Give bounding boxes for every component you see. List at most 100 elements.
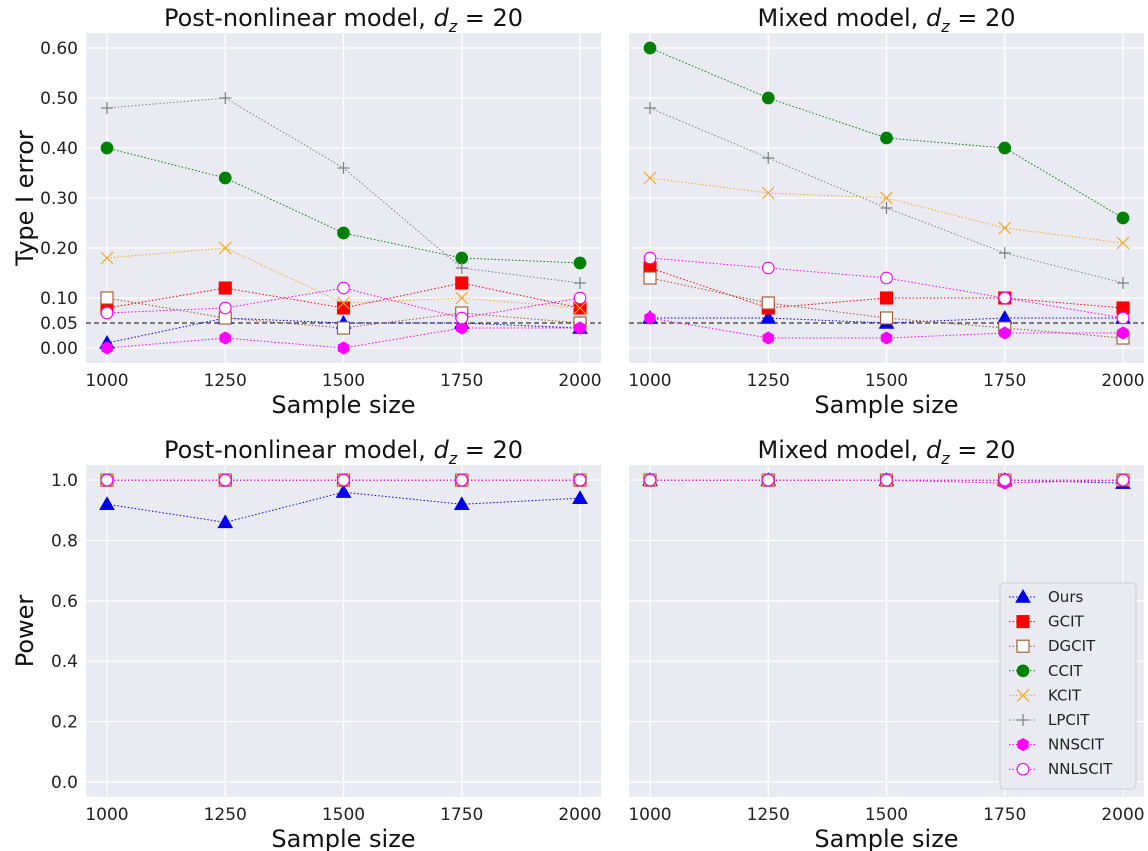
data-point [879, 291, 894, 305]
data-point [101, 102, 113, 114]
x-tick-label: 1250 [747, 371, 790, 391]
legend-entry-dgcit: DGCIT [1009, 637, 1096, 655]
data-point [643, 171, 657, 185]
data-point [762, 152, 775, 164]
data-point [218, 301, 232, 315]
y-tick-label: 0.0 [51, 773, 78, 793]
x-tick-label: 1250 [204, 371, 247, 391]
legend-entry-ccit: CCIT [1009, 662, 1083, 680]
chart-title: Mixed model, dz = 20 [757, 4, 1015, 36]
data-point [761, 296, 775, 310]
legend-label: NNSCIT [1048, 736, 1105, 754]
data-point [761, 186, 775, 200]
title-subscript: z [448, 17, 458, 36]
data-point [1117, 277, 1129, 289]
series-lpcit [101, 92, 586, 289]
data-point [455, 262, 468, 274]
x-tick-label: 1750 [983, 371, 1026, 391]
data-point [998, 473, 1012, 487]
series-ours [99, 484, 588, 529]
chart-title: Mixed model, dz = 20 [757, 436, 1015, 468]
legend-entry-lpcit: LPCIT [1009, 711, 1090, 729]
legend-marker [1016, 615, 1030, 629]
title-tail: = 20 [457, 436, 523, 464]
title-text: Post-nonlinear model, [164, 436, 433, 464]
title-text: Mixed model, [757, 436, 925, 464]
data-point [880, 271, 893, 285]
data-point [337, 341, 350, 355]
legend-entry-nnlscit: NNLSCIT [1009, 760, 1113, 778]
x-axis-label: Sample size [271, 391, 415, 419]
data-point [761, 261, 775, 275]
series-line [649, 277, 1124, 339]
data-point [1116, 473, 1130, 487]
legend-entry-ours: Ours [1009, 588, 1083, 606]
data-point [337, 162, 350, 174]
legend-label: CCIT [1048, 662, 1083, 680]
title-text: Post-nonlinear model, [164, 4, 433, 32]
data-point [573, 256, 587, 270]
data-point [761, 473, 775, 487]
data-point [100, 306, 114, 320]
data-point [337, 226, 350, 240]
series-line [649, 177, 1124, 244]
data-point [573, 473, 587, 487]
data-point [643, 251, 657, 265]
title-math: d [433, 436, 449, 464]
x-tick-label: 1750 [440, 371, 483, 391]
data-point [101, 341, 113, 355]
data-point [572, 490, 588, 504]
data-point [336, 301, 351, 315]
data-point [1116, 211, 1130, 225]
data-point [998, 247, 1011, 259]
legend-label: Ours [1048, 588, 1083, 606]
data-point [217, 514, 234, 529]
data-point [99, 496, 115, 510]
title-subscript: z [940, 449, 950, 468]
legend-entry-gcit: GCIT [1009, 613, 1085, 631]
data-point [100, 473, 114, 487]
x-axis-label: Sample size [271, 825, 415, 851]
data-point [880, 473, 893, 487]
data-point [644, 311, 656, 325]
title-subscript: z [448, 449, 458, 468]
y-tick-label: 0.10 [40, 289, 78, 309]
data-point [218, 241, 232, 255]
data-point [573, 301, 587, 315]
legend-entry-kcit: KCIT [1009, 686, 1082, 704]
series-nnscit [644, 311, 1129, 345]
chart-panel-0: 0.00 0.05 0.10 0.20 0.30 0.40 0.50 0.60 1000 1250… [11, 4, 602, 419]
x-tick-label: 1500 [865, 371, 908, 391]
chart-panel-2: 0.0 0.2 0.4 0.6 0.8 1.0 1000 1250 1500 1750 2000 Sa… [11, 436, 602, 851]
data-point [456, 321, 468, 335]
legend-marker [1017, 714, 1029, 726]
y-tick-label: 1.0 [51, 471, 78, 491]
x-tick-label: 2000 [1101, 805, 1144, 825]
data-point [879, 311, 894, 325]
legend-marker [1017, 738, 1029, 752]
y-tick-label: 0.2 [51, 713, 78, 733]
data-point [643, 41, 657, 55]
data-point [335, 484, 352, 498]
title-tail: = 20 [950, 436, 1016, 464]
title-tail: = 20 [457, 4, 523, 32]
legend-marker [1016, 688, 1030, 702]
series-nnlscit [643, 251, 1130, 325]
data-point [880, 191, 893, 205]
series-kcit [643, 171, 1130, 250]
series-line [106, 327, 580, 349]
x-tick-label: 1000 [628, 805, 671, 825]
y-tick-label: 0.6 [51, 592, 78, 612]
data-point [337, 296, 350, 310]
y-axis-label: Type I error [11, 130, 39, 267]
data-point [574, 277, 586, 289]
data-point [455, 291, 469, 305]
legend-label: KCIT [1048, 686, 1082, 704]
title-text: Mixed model, [757, 4, 925, 32]
data-point [100, 141, 114, 155]
legend: Ours GCIT DGCIT CCIT KCIT LPCIT NNSCIT NNLSCIT [999, 582, 1137, 790]
data-point [573, 291, 587, 305]
data-point [100, 251, 114, 265]
x-tick-label: 1750 [983, 805, 1026, 825]
